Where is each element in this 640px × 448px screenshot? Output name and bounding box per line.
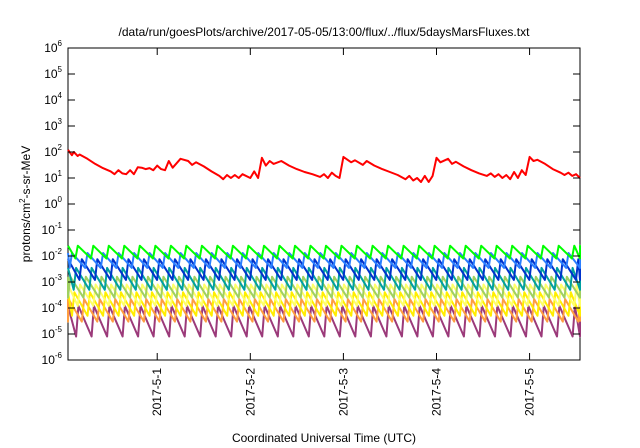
series-line-1: [67, 244, 581, 260]
series-line-6: [67, 283, 581, 307]
series-line-5: [67, 275, 581, 299]
x-tick-label: 2017-5-1: [150, 368, 164, 416]
y-tick-label: 10-6: [42, 351, 63, 367]
x-tick-label: 2017-5-2: [243, 368, 257, 416]
y-tick-label: 10-2: [42, 247, 63, 263]
chart-title: /data/run/goesPlots/archive/2017-05-05/1…: [119, 25, 531, 39]
x-tick-label: 2017-5-3: [336, 368, 350, 416]
series-line-3: [67, 258, 581, 281]
series-line-2: [67, 252, 581, 269]
y-tick-label: 104: [44, 91, 62, 107]
y-axis-label-prefix: protons/cm: [19, 203, 33, 262]
series-line-8: [67, 298, 581, 323]
y-axis: 10-6 10-5 10-4 10-3 10-2 10-1 100 101 102 103 104 1…: [42, 39, 580, 367]
x-tick-label: 2017-5-5: [523, 368, 537, 416]
y-tick-label: 103: [44, 117, 62, 133]
y-tick-label: 102: [44, 143, 62, 159]
y-tick-label: 106: [44, 39, 62, 55]
y-tick-label: 101: [44, 169, 62, 185]
series-line-4: [67, 266, 581, 291]
series-group: [67, 149, 581, 338]
y-tick-label: 10-3: [42, 273, 63, 289]
series-line-9: [67, 304, 581, 338]
x-axis: 2017-5-1 2017-5-2 2017-5-3 2017-5-4 2017-5-5: [150, 48, 537, 416]
series-line-0: [67, 149, 581, 183]
y-axis-label: protons/cm2-s-sr-MeV: [18, 146, 33, 262]
y-axis-label-suffix: -s-sr-MeV: [19, 146, 33, 199]
y-tick-label: 10-5: [42, 325, 63, 341]
x-axis-label: Coordinated Universal Time (UTC): [232, 431, 416, 445]
x-tick-label: 2017-5-4: [429, 368, 443, 416]
y-tick-label: 10-1: [42, 221, 63, 237]
y-tick-label: 10-4: [42, 299, 63, 315]
series-line-7: [67, 291, 581, 317]
y-tick-label: 105: [44, 65, 62, 81]
y-axis-label-sup: 2: [18, 198, 27, 203]
y-tick-label: 100: [44, 195, 62, 211]
